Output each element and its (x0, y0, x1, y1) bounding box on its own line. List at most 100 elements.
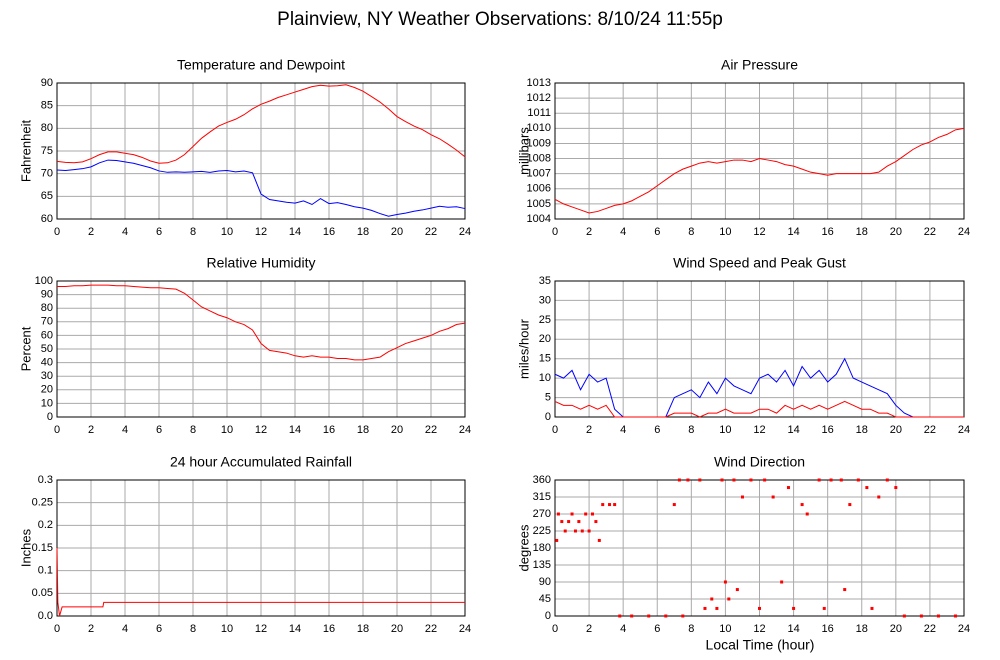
data-point (877, 495, 881, 499)
data-point (885, 478, 889, 482)
x-tick-label: 8 (688, 226, 694, 238)
chart-title: Temperature and Dewpoint (177, 57, 345, 73)
y-tick-label: 0.1 (38, 565, 53, 577)
y-tick-label: 1006 (527, 183, 551, 195)
y-tick-label: 225 (533, 525, 551, 537)
y-tick-label: 1005 (527, 198, 551, 210)
x-tick-label: 20 (890, 424, 902, 436)
x-tick-label: 22 (924, 424, 936, 436)
data-point (590, 512, 594, 516)
x-tick-label: 2 (88, 226, 94, 238)
x-tick-label: 2 (586, 424, 592, 436)
plot-frame (56, 280, 466, 418)
x-tick-label: 18 (856, 623, 868, 635)
data-point (686, 478, 690, 482)
data-point (710, 597, 714, 601)
chart-panel: Temperature and DewpointFahrenheit606570… (18, 57, 471, 238)
data-point (780, 580, 784, 584)
data-point (870, 606, 874, 610)
data-point (613, 503, 617, 507)
data-point (732, 478, 736, 482)
x-tick-label: 10 (719, 226, 731, 238)
x-tick-label: 14 (787, 424, 799, 436)
x-tick-label: 8 (688, 424, 694, 436)
y-tick-label: 1008 (527, 152, 551, 164)
data-point (681, 614, 685, 618)
x-tick-label: 2 (88, 424, 94, 436)
data-point (727, 597, 731, 601)
y-tick-label: 75 (41, 145, 53, 157)
y-tick-label: 15 (539, 353, 551, 365)
x-tick-label: 14 (787, 623, 799, 635)
data-point (594, 520, 598, 524)
data-point (556, 512, 560, 516)
chart-panel: Relative HumidityPercent0102030405060708… (18, 255, 471, 436)
x-tick-label: 16 (323, 424, 335, 436)
data-point (843, 588, 847, 592)
y-tick-label: 270 (533, 508, 551, 520)
y-tick-label: 20 (539, 333, 551, 345)
x-tick-label: 12 (255, 226, 267, 238)
data-point (587, 529, 591, 533)
x-axis-label: Local Time (hour) (706, 637, 815, 653)
x-tick-label: 24 (958, 623, 970, 635)
y-tick-label: 30 (539, 294, 551, 306)
x-tick-label: 24 (958, 226, 970, 238)
data-point (573, 529, 577, 533)
y-tick-label: 360 (533, 474, 551, 486)
data-point (723, 580, 727, 584)
x-tick-label: 8 (190, 424, 196, 436)
data-point (580, 529, 584, 533)
data-point (848, 503, 852, 507)
data-point (805, 512, 809, 516)
x-tick-label: 20 (890, 226, 902, 238)
x-tick-label: 6 (156, 623, 162, 635)
y-tick-label: 65 (41, 190, 53, 202)
data-line (57, 284, 466, 361)
x-tick-label: 18 (357, 226, 369, 238)
x-tick-label: 12 (753, 623, 765, 635)
y-tick-label: 85 (41, 100, 53, 112)
y-tick-label: 5 (545, 391, 551, 403)
x-tick-label: 0 (54, 623, 60, 635)
data-point (894, 486, 898, 490)
data-point (720, 478, 724, 482)
data-point (563, 529, 567, 533)
data-point (749, 478, 753, 482)
x-tick-label: 22 (924, 623, 936, 635)
data-point (567, 520, 571, 524)
x-tick-label: 0 (552, 623, 558, 635)
x-tick-label: 14 (289, 226, 301, 238)
x-tick-label: 18 (357, 424, 369, 436)
y-tick-label: 35 (539, 275, 551, 287)
data-line (56, 84, 466, 164)
x-tick-label: 14 (289, 623, 301, 635)
data-point (919, 614, 923, 618)
data-point (856, 478, 860, 482)
x-tick-label: 6 (654, 226, 660, 238)
y-axis-label: Percent (18, 326, 33, 371)
y-tick-label: 50 (41, 343, 53, 355)
chart-panel: Wind Speed and Peak Gust miles/hour 0 5 10 15… (516, 255, 970, 436)
data-point (608, 503, 612, 507)
plot-frame (554, 479, 965, 617)
y-tick-label: 180 (533, 542, 551, 554)
y-tick-label: 135 (533, 559, 551, 571)
chart-panel: Wind Directiondegrees0459013518022527031… (516, 454, 970, 635)
x-tick-label: 0 (54, 226, 60, 238)
x-tick-label: 24 (459, 424, 471, 436)
y-tick-label: 90 (41, 289, 53, 301)
data-point (902, 614, 906, 618)
chart-title: Wind Direction (714, 454, 805, 470)
data-point (936, 614, 940, 618)
data-point (570, 512, 574, 516)
data-line (56, 547, 465, 617)
x-tick-label: 8 (688, 623, 694, 635)
data-point (698, 478, 702, 482)
data-point (630, 614, 634, 618)
chart-title: 24 hour Accumulated Rainfall (170, 454, 352, 470)
x-tick-label: 20 (391, 623, 403, 635)
chart-panel: 24 hour Accumulated Rainfall Inches 0.0 0.0… (18, 454, 471, 635)
data-point (763, 478, 767, 482)
